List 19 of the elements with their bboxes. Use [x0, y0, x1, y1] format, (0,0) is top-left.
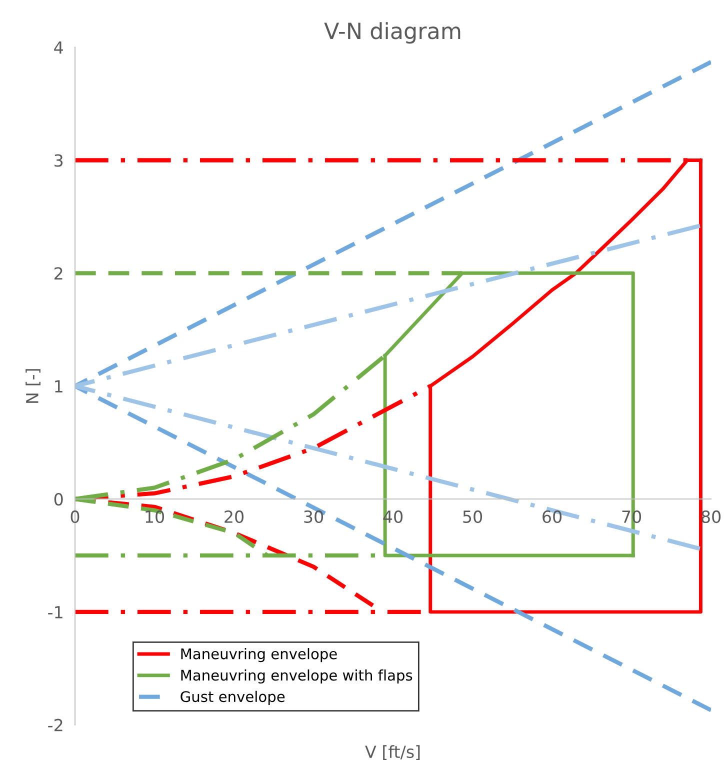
x-tick-label: 0: [70, 510, 80, 524]
x-tick-label: 10: [146, 510, 164, 524]
x-tick-label: 20: [224, 510, 244, 524]
x-axis-title: V [ft/s]: [365, 745, 420, 760]
y-tick-label: 3: [54, 154, 63, 167]
y-tick-label: 4: [54, 41, 63, 54]
y-tick-label: 0: [54, 492, 63, 506]
y-axis-title: N [-]: [26, 369, 40, 403]
x-tick-label: 50: [463, 510, 482, 524]
x-tick-label: 30: [304, 510, 324, 524]
legend-label: Gust envelope: [180, 690, 285, 705]
legend-label: Maneuvring envelope with flaps: [181, 669, 412, 684]
x-tick-label: 60: [542, 510, 562, 524]
y-tick-label: 2: [54, 267, 62, 280]
y-tick-label: -2: [48, 718, 62, 732]
y-tick-label: 1: [55, 380, 62, 392]
chart-title: V-N diagram: [324, 22, 460, 44]
y-tick-label: -1: [48, 606, 62, 618]
legend-label: Maneuvring envelope: [181, 648, 337, 662]
